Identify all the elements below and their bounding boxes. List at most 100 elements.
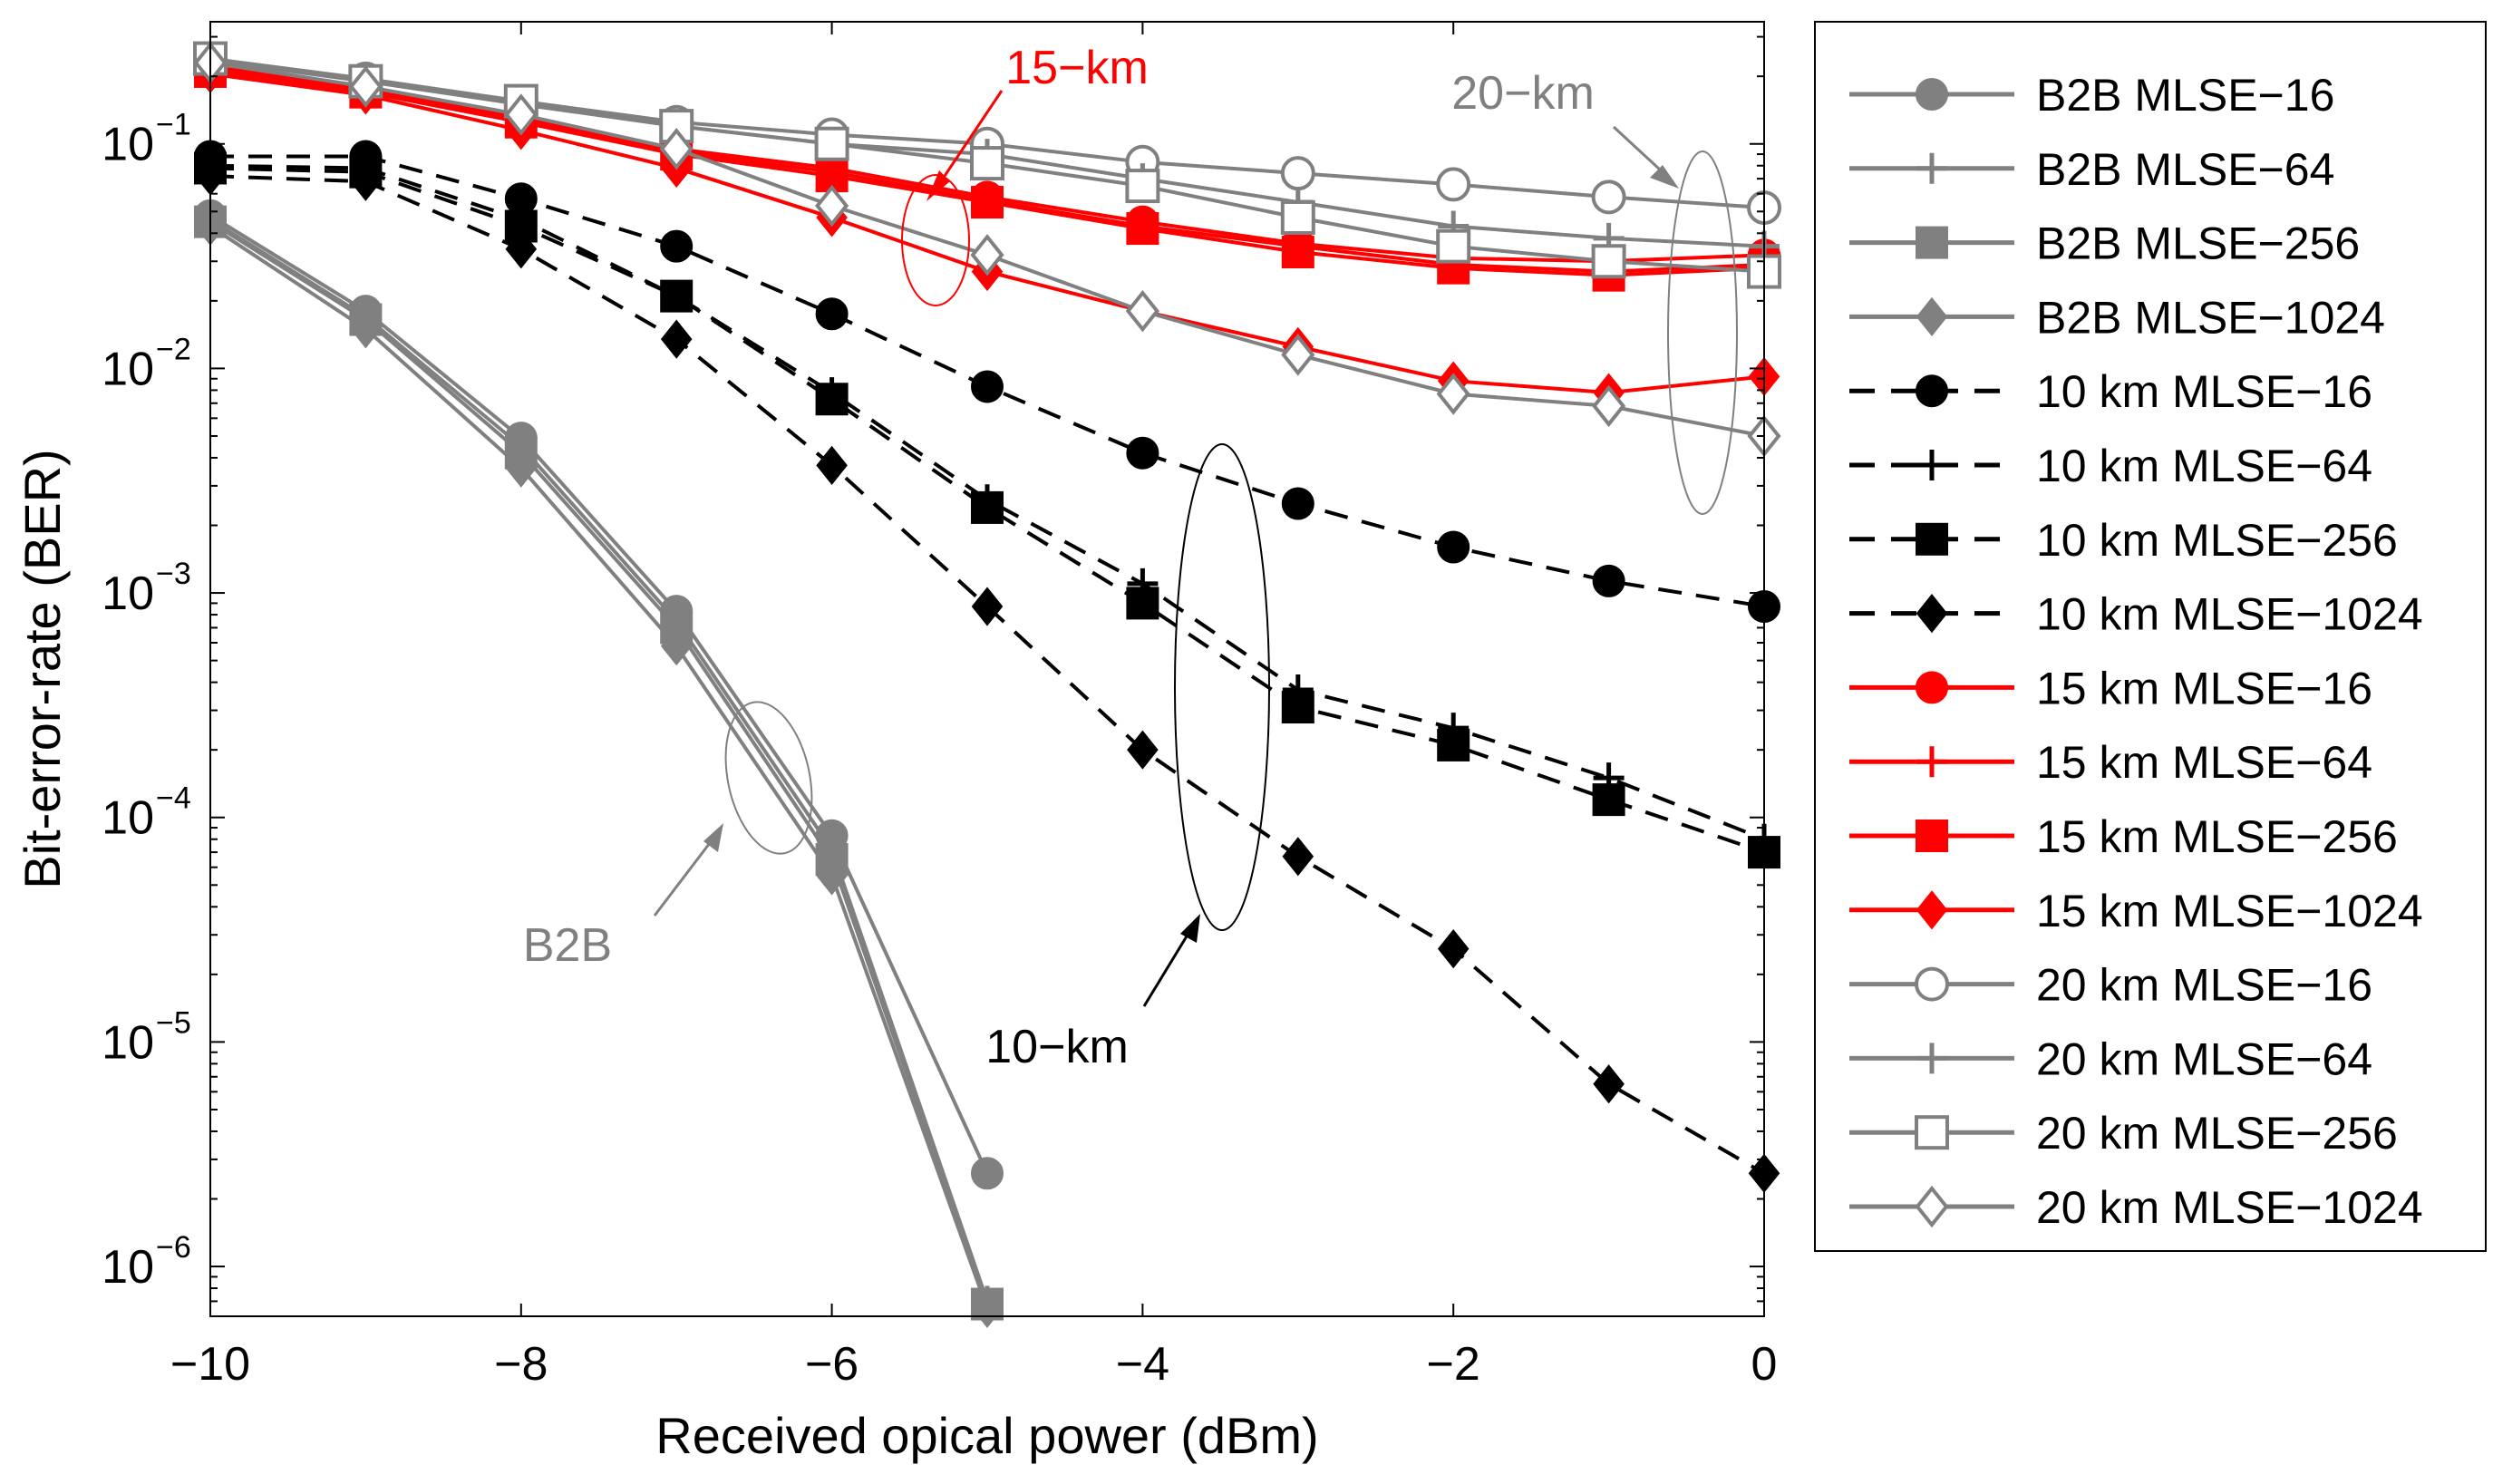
legend-entry-1: B2B MLSE−64 bbox=[1849, 144, 2334, 195]
legend-entry-2: B2B MLSE−256 bbox=[1849, 218, 2360, 269]
x-tick-label: −4 bbox=[1116, 1338, 1169, 1391]
data-point bbox=[1437, 929, 1470, 969]
data-point bbox=[1592, 564, 1625, 597]
data-point bbox=[660, 626, 693, 666]
legend-label: 20 km MLSE−16 bbox=[2036, 960, 2372, 1011]
legend-swatch-marker bbox=[1916, 820, 1948, 852]
data-point bbox=[1281, 691, 1314, 724]
data-point bbox=[971, 587, 1004, 626]
annotation-10km-arrowhead bbox=[1180, 914, 1200, 943]
series-line-6 bbox=[209, 166, 1765, 854]
x-tick-label: −8 bbox=[494, 1338, 548, 1391]
data-point bbox=[971, 186, 1004, 219]
y-tick-label: 10 bbox=[102, 1016, 154, 1069]
y-axis-label: Bit-error-rate (BER) bbox=[14, 449, 71, 888]
data-point bbox=[971, 1157, 1004, 1190]
legend-label: 15 km MLSE−64 bbox=[2036, 737, 2372, 788]
y-tick-label: 10 bbox=[102, 1241, 154, 1294]
data-point bbox=[660, 279, 694, 313]
legend-entry-15: 20 km MLSE−1024 bbox=[1849, 1182, 2423, 1233]
legend-swatch-marker bbox=[1916, 296, 1948, 337]
data-point bbox=[504, 93, 538, 136]
legend-label: 15 km MLSE−256 bbox=[2036, 811, 2398, 862]
series-line-2 bbox=[209, 219, 989, 1305]
series-line-0 bbox=[209, 213, 989, 1175]
legend-entry-11: 15 km MLSE−1024 bbox=[1849, 886, 2423, 936]
data-point bbox=[1280, 156, 1315, 191]
data-point bbox=[1280, 199, 1315, 235]
legend-entry-4: 10 km MLSE−16 bbox=[1849, 366, 2372, 417]
legend-swatch-marker bbox=[1916, 593, 1948, 634]
annotation-b2b-ellipse bbox=[724, 701, 813, 855]
y-tick-label: 10 bbox=[102, 792, 154, 845]
data-point bbox=[1126, 436, 1159, 470]
data-point bbox=[815, 297, 849, 331]
x-tick-label: −2 bbox=[1427, 1338, 1480, 1391]
y-tick-exponent: −3 bbox=[156, 557, 191, 591]
y-tick-label: 10 bbox=[102, 343, 154, 395]
series-7 bbox=[194, 156, 1780, 1193]
data-point bbox=[1436, 167, 1471, 202]
legend-entry-0: B2B MLSE−16 bbox=[1849, 70, 2334, 121]
data-point bbox=[350, 161, 382, 201]
data-point bbox=[1125, 169, 1160, 204]
legend-label: B2B MLSE−256 bbox=[2036, 218, 2360, 269]
legend-swatch-marker bbox=[1916, 374, 1948, 408]
legend-label: B2B MLSE−16 bbox=[2036, 70, 2334, 121]
data-point bbox=[348, 65, 383, 108]
legend-entry-5: 10 km MLSE−64 bbox=[1849, 441, 2372, 491]
legend-label: 10 km MLSE−256 bbox=[2036, 515, 2398, 566]
legend-label: B2B MLSE−1024 bbox=[2036, 292, 2385, 343]
data-point bbox=[660, 319, 693, 359]
data-point bbox=[659, 128, 694, 170]
data-point bbox=[1126, 587, 1159, 620]
data-point bbox=[1437, 728, 1470, 761]
data-point bbox=[1281, 487, 1314, 520]
legend: B2B MLSE−16 B2B MLSE−64 B2B MLSE−256 B2B ML… bbox=[1849, 70, 2423, 1233]
x-axis-label: Received opical power (dBm) bbox=[655, 1407, 1318, 1464]
legend-swatch-marker bbox=[1916, 890, 1948, 930]
data-point bbox=[815, 383, 849, 416]
y-tick-exponent: −5 bbox=[156, 1005, 191, 1040]
data-point bbox=[970, 146, 1004, 181]
data-point bbox=[971, 1288, 1004, 1328]
legend-label: 20 km MLSE−1024 bbox=[2036, 1182, 2423, 1233]
data-point bbox=[1127, 730, 1159, 770]
annotation-20km-arrowhead bbox=[1650, 165, 1679, 189]
legend-label: 20 km MLSE−256 bbox=[2036, 1108, 2398, 1159]
data-point bbox=[1126, 212, 1159, 246]
y-tick-label: 10 bbox=[102, 119, 154, 171]
legend-swatch-marker bbox=[1916, 226, 1948, 259]
x-tick-label: −10 bbox=[170, 1338, 250, 1391]
data-point bbox=[1281, 334, 1315, 376]
legend-entry-13: 20 km MLSE−64 bbox=[1849, 1033, 2372, 1084]
annotation-b2b-label: B2B bbox=[523, 919, 612, 972]
axis-layer: −10 −8 −6 −4 −2 010−610−510−410−310−210−1 bbox=[102, 22, 1777, 1391]
data-point bbox=[816, 445, 848, 485]
annotation-shapes bbox=[653, 90, 1738, 1007]
legend-swatch-marker bbox=[1916, 78, 1948, 111]
legend-swatch-marker bbox=[1915, 966, 1949, 1002]
series-line-3 bbox=[209, 224, 989, 1310]
annotation-15km-arrowhead bbox=[926, 170, 950, 201]
data-point bbox=[505, 448, 538, 488]
legend-swatch-marker bbox=[1916, 152, 1947, 184]
data-point bbox=[1591, 244, 1626, 279]
legend-swatch-marker bbox=[1916, 746, 1947, 778]
legend-label: 10 km MLSE−1024 bbox=[2036, 589, 2423, 640]
y-tick-exponent: −4 bbox=[156, 781, 191, 816]
legend-entry-14: 20 km MLSE−256 bbox=[1849, 1108, 2398, 1159]
data-point bbox=[1591, 179, 1626, 215]
data-point bbox=[816, 856, 848, 896]
data-point bbox=[660, 229, 694, 263]
legend-label: 15 km MLSE−16 bbox=[2036, 663, 2372, 713]
y-tick-exponent: −6 bbox=[156, 1230, 191, 1265]
data-point bbox=[1282, 837, 1314, 877]
y-tick-exponent: −1 bbox=[156, 108, 191, 142]
legend-swatch-marker bbox=[1915, 1115, 1949, 1150]
annotation-15km-arrow bbox=[932, 90, 1004, 193]
legend-label: 15 km MLSE−1024 bbox=[2036, 886, 2423, 936]
annotation-10km-label: 10−km bbox=[985, 1021, 1129, 1073]
legend-swatch-marker bbox=[1916, 1043, 1947, 1074]
